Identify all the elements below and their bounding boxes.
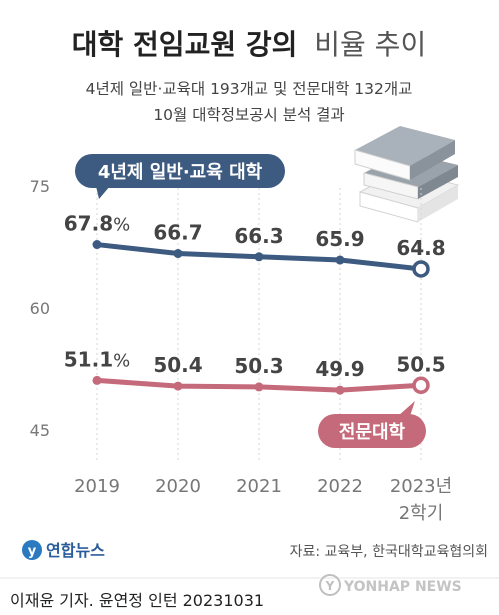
series-0-point-4 [412,260,430,278]
series-1-point-4 [412,376,430,395]
x-tick-label-4: 2023년 2학기 [390,476,452,524]
series-0-point-3 [335,255,345,265]
y-tick-label-2: 45 [30,421,50,440]
source-text: 자료: 교육부, 한국대학교육협의회 [290,544,488,560]
legend-label-general: 4년제 일반·교육 대학 [98,161,263,183]
y-tick-label-0: 75 [30,177,50,196]
series-1-point-3 [335,385,345,395]
chart-subtitle-line1: 4년제 일반·교육대 193개교 및 전문대학 132개교 [86,80,413,98]
x-tick-label-2: 2021 [236,476,282,497]
legend-badge-general: 4년제 일반·교육 대학 [75,154,285,199]
series-0-point-2 [254,252,264,262]
watermark-icon: Y [319,574,341,596]
series-0-value-label-1: 66.7 [153,221,202,245]
chart-subtitle-line2: 10월 대학정보공시 분석 결과 [153,106,344,124]
series-1-point-2 [254,382,264,392]
legend-label-college: 전문대학 [339,421,406,443]
series-1-value-label-0: 51.1% [64,347,130,371]
x-tick-label-1: 2020 [155,476,201,497]
legend-badge-college: 전문대학 [318,401,426,448]
series-0-value-label-2: 66.3 [234,224,283,248]
series-1-value-label-4: 50.5 [396,352,445,376]
credit-text: 이재윤 기자. 윤연정 인턴 20231031 [10,591,264,610]
series-1-point-1 [173,381,183,391]
series-0-point-1 [173,249,183,259]
chart-title: 대학 전임교원 강의 비율 추이 [72,28,426,61]
title-bold: 대학 전임교원 강의 [72,28,298,61]
x-tick-label-0: 2019 [74,476,120,497]
title-light: 비율 추이 [314,28,426,61]
series-0-value-label-3: 65.9 [315,227,364,251]
series-1-value-label-2: 50.3 [234,354,283,378]
svg-text:Y: Y [325,579,335,593]
series-0-point-0 [92,240,102,250]
y-tick-label-1: 60 [30,299,50,318]
watermark-text: YONHAP NEWS [343,579,462,595]
series-0-value-label-4: 64.8 [396,236,445,260]
series-1-value-label-1: 50.4 [153,353,202,377]
svg-text:y: y [28,544,37,559]
logo-text: 연합뉴스 [46,541,105,560]
x-tick-label-3: 2022 [317,476,363,497]
series-1-value-label-3: 49.9 [315,357,364,381]
yonhap-logo-icon: y [22,540,42,560]
series-1-point-0 [92,375,102,385]
series-0-value-label-0: 67.8% [64,212,130,236]
book-stack-icon [354,126,460,223]
